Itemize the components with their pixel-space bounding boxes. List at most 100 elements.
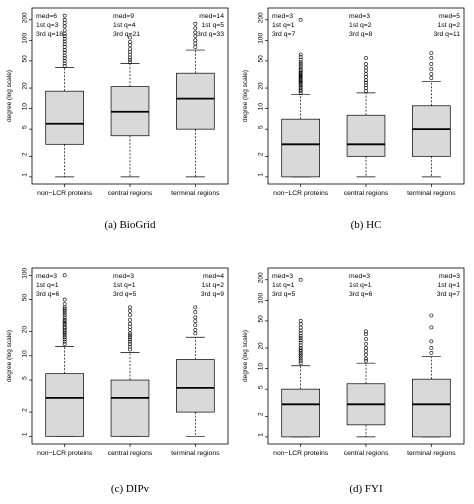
y-tick-label: 100 xyxy=(258,33,265,44)
x-category-label: central regions xyxy=(108,450,153,457)
outlier-point xyxy=(364,342,368,346)
box-iqr xyxy=(110,379,150,437)
box-annotation: med=6 xyxy=(36,13,57,20)
x-category-label: terminal regions xyxy=(407,190,456,197)
y-tick-label: 100 xyxy=(22,33,29,44)
outlier-point xyxy=(193,34,198,39)
outlier-point xyxy=(298,361,303,366)
y-tick-label: 5 xyxy=(22,125,29,129)
outlier-point xyxy=(364,89,368,94)
box-annotation: 3rd q=9 xyxy=(201,291,224,298)
outlier-point xyxy=(193,310,198,314)
box-annotation: 3rd q=7 xyxy=(272,31,295,38)
outlier-point xyxy=(62,319,67,324)
box-annotation: med=3 xyxy=(272,13,293,20)
box-iqr xyxy=(412,378,451,438)
outlier-point xyxy=(364,346,368,350)
outlier-point xyxy=(298,62,303,66)
outlier-point xyxy=(429,350,434,355)
outlier-point xyxy=(298,82,303,86)
y-tick-label: 200 xyxy=(258,272,265,283)
box-iqr xyxy=(45,373,84,437)
outlier-point xyxy=(298,325,303,330)
outlier-point xyxy=(62,17,67,22)
outlier-point xyxy=(364,68,368,73)
box-annotation: 3rd q=11 xyxy=(433,31,460,38)
y-tick-label: 1 xyxy=(258,433,265,437)
outlier-point xyxy=(364,56,368,60)
outlier-point xyxy=(364,337,368,342)
outlier-point xyxy=(298,66,303,71)
box-annotation: med=5 xyxy=(439,13,460,20)
outlier-point xyxy=(193,315,198,320)
x-category-label: non−LCR proteins xyxy=(37,190,93,197)
outlier-point xyxy=(364,356,368,361)
y-tick-label: 2 xyxy=(22,408,29,412)
box-annotation: 1st q=2 xyxy=(438,22,461,29)
outlier-point xyxy=(429,325,434,330)
outlier-point xyxy=(62,333,67,338)
y-tick-label: 200 xyxy=(22,12,29,23)
x-category-label: non−LCR proteins xyxy=(273,450,329,457)
outlier-point xyxy=(298,347,303,352)
box-iqr xyxy=(346,114,386,157)
outlier-point xyxy=(364,78,368,83)
outlier-point xyxy=(364,329,368,334)
y-tick-label: 2 xyxy=(258,152,265,156)
outlier-point xyxy=(62,39,67,44)
outlier-point xyxy=(193,41,198,46)
x-category-label: terminal regions xyxy=(171,450,220,457)
x-category-label: terminal regions xyxy=(407,450,456,457)
box-annotation: 3rd q=33 xyxy=(197,31,224,38)
box-iqr xyxy=(281,118,320,178)
outlier-point xyxy=(128,35,132,40)
outlier-point xyxy=(298,277,303,282)
y-tick-label: 50 xyxy=(258,55,265,63)
outlier-point xyxy=(128,39,132,44)
y-tick-label: 10 xyxy=(22,103,29,111)
panel-caption: (b) HC xyxy=(351,219,382,231)
x-category-label: terminal regions xyxy=(171,190,220,197)
box-annotation: 3rd q=21 xyxy=(113,31,140,38)
outlier-point xyxy=(62,321,67,326)
outlier-point xyxy=(62,28,67,33)
outlier-point xyxy=(298,55,303,59)
y-axis-label: degree (log scale) xyxy=(242,70,249,122)
box-annotation: 1st q=1 xyxy=(272,22,295,29)
y-axis-label: degree (log scale) xyxy=(6,70,13,122)
box-annotation: 1st q=1 xyxy=(272,282,295,289)
outlier-point xyxy=(128,337,132,342)
outlier-point xyxy=(429,62,434,66)
box-annotation: med=3 xyxy=(113,273,134,280)
outlier-point xyxy=(128,321,132,326)
outlier-point xyxy=(298,346,303,350)
outlier-point xyxy=(298,86,303,90)
y-axis-label: degree (log scale) xyxy=(242,330,249,382)
outlier-point xyxy=(364,86,368,90)
outlier-point xyxy=(62,21,67,25)
outlier-point xyxy=(62,42,67,47)
outlier-point xyxy=(298,52,303,57)
x-category-label: non−LCR proteins xyxy=(37,450,93,457)
box-iqr xyxy=(412,105,451,157)
outlier-point xyxy=(193,331,198,336)
outlier-point xyxy=(128,57,132,62)
panel-caption: (d) FYI xyxy=(349,483,383,495)
outlier-point xyxy=(298,354,303,359)
outlier-point xyxy=(128,347,132,352)
y-tick-label: 1 xyxy=(258,173,265,177)
y-tick-label: 2 xyxy=(22,152,29,156)
y-tick-label: 20 xyxy=(22,82,29,90)
outlier-point xyxy=(429,339,434,344)
outlier-point xyxy=(298,343,303,348)
outlier-point xyxy=(62,302,67,306)
box-annotation: med=3 xyxy=(439,273,460,280)
outlier-point xyxy=(429,346,434,350)
y-tick-label: 5 xyxy=(258,125,265,129)
box-annotation: 3rd q=18 xyxy=(36,31,63,38)
outlier-point xyxy=(128,335,132,340)
outlier-point xyxy=(128,333,132,338)
box-annotation: 1st q=1 xyxy=(113,282,136,289)
